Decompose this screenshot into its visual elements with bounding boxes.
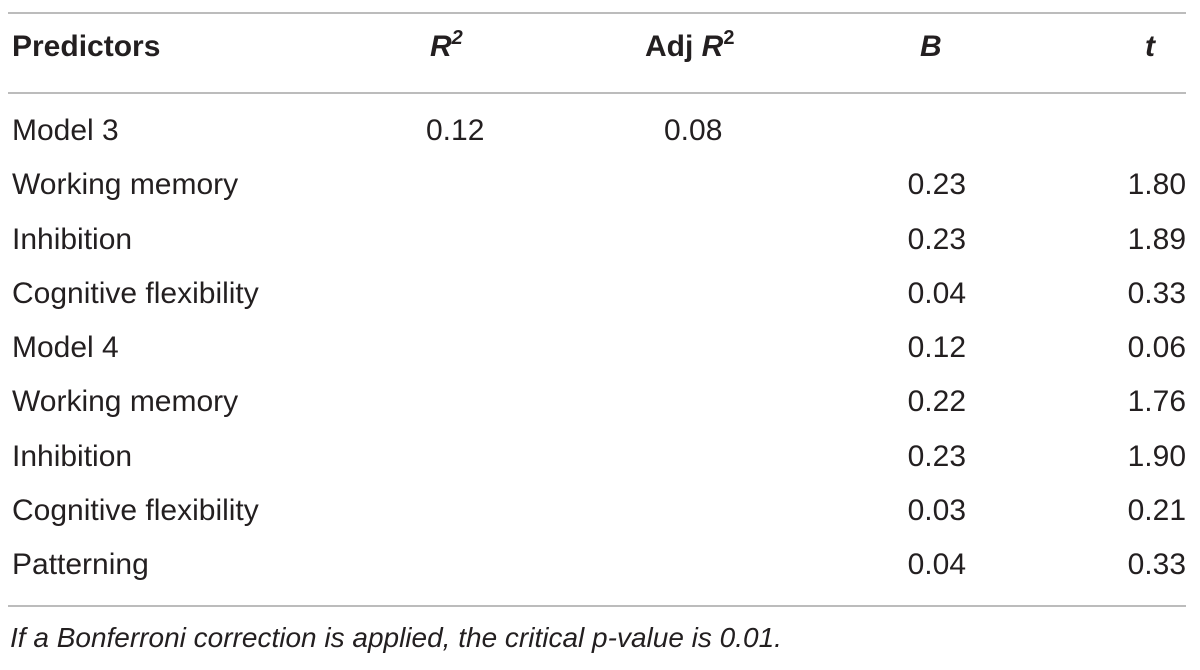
table-row: Model 3 0.12 0.08 — [0, 106, 1200, 160]
cell-r-squared: 0.12 — [426, 114, 485, 147]
table-header-row: Predictors R2 Adj R2 B t — [0, 27, 1200, 76]
cell-t: 0.06 — [1127, 331, 1186, 365]
header-adj-r: R — [701, 30, 724, 63]
cell-b: 0.04 — [907, 276, 966, 310]
table-footnote: If a Bonferroni correction is applied, t… — [10, 622, 782, 653]
header-t: t — [1145, 30, 1155, 63]
cell-b: 0.23 — [907, 168, 966, 202]
table-row: Cognitive flexibility 0.03 0.21 — [0, 486, 1200, 540]
cell-b: 0.22 — [907, 385, 966, 419]
cell-b: 0.04 — [907, 548, 966, 582]
table-row: Cognitive flexibility 0.04 0.33 — [0, 269, 1200, 323]
cell-b: 0.23 — [907, 222, 966, 256]
cell-t: 0.33 — [1127, 548, 1186, 582]
cell-t: 1.80 — [1127, 168, 1186, 202]
header-adj-r-squared: Adj R2 — [645, 27, 735, 64]
cell-adj-r-squared: 0.08 — [664, 114, 723, 147]
table-top-rule — [8, 12, 1186, 14]
cell-predictor: Working memory — [12, 385, 239, 419]
cell-predictor: Inhibition — [12, 439, 133, 473]
header-adj-prefix: Adj — [645, 30, 702, 63]
cell-predictor: Model 4 — [12, 331, 119, 365]
table-body: Model 3 0.12 0.08 Working memory 0.23 1.80 Inh… — [0, 106, 1200, 595]
table-row: Inhibition 0.23 1.89 — [0, 215, 1200, 269]
cell-predictor: Working memory — [12, 168, 239, 202]
table-header-rule — [8, 92, 1186, 94]
header-r-squared: R2 — [430, 27, 463, 64]
header-predictors: Predictors — [12, 30, 161, 63]
cell-b: 0.03 — [907, 494, 966, 528]
cell-predictor: Cognitive flexibility — [12, 494, 259, 528]
cell-b: 0.23 — [907, 439, 966, 473]
table-row: Working memory 0.22 1.76 — [0, 377, 1200, 431]
table-row: Patterning 0.04 0.33 — [0, 540, 1200, 594]
cell-predictor: Inhibition — [12, 222, 133, 256]
cell-predictor: Cognitive flexibility — [12, 276, 259, 310]
header-r-squared-base: R — [430, 30, 452, 63]
table-row: Inhibition 0.23 1.90 — [0, 432, 1200, 486]
header-r-squared-sup: 2 — [451, 27, 463, 49]
cell-t: 1.90 — [1127, 439, 1186, 473]
cell-t: 0.21 — [1127, 494, 1186, 528]
table-bottom-rule — [8, 605, 1186, 607]
header-b: B — [920, 30, 942, 63]
cell-t: 1.89 — [1127, 222, 1186, 256]
table-row: Working memory 0.23 1.80 — [0, 160, 1200, 214]
cell-t: 1.76 — [1127, 385, 1186, 419]
cell-predictor: Patterning — [12, 548, 149, 582]
cell-b: 0.12 — [907, 331, 966, 365]
cell-t: 0.33 — [1127, 276, 1186, 310]
cell-predictor: Model 3 — [12, 114, 119, 147]
table-row: Model 4 0.12 0.06 — [0, 323, 1200, 377]
header-adj-sup: 2 — [723, 27, 735, 49]
